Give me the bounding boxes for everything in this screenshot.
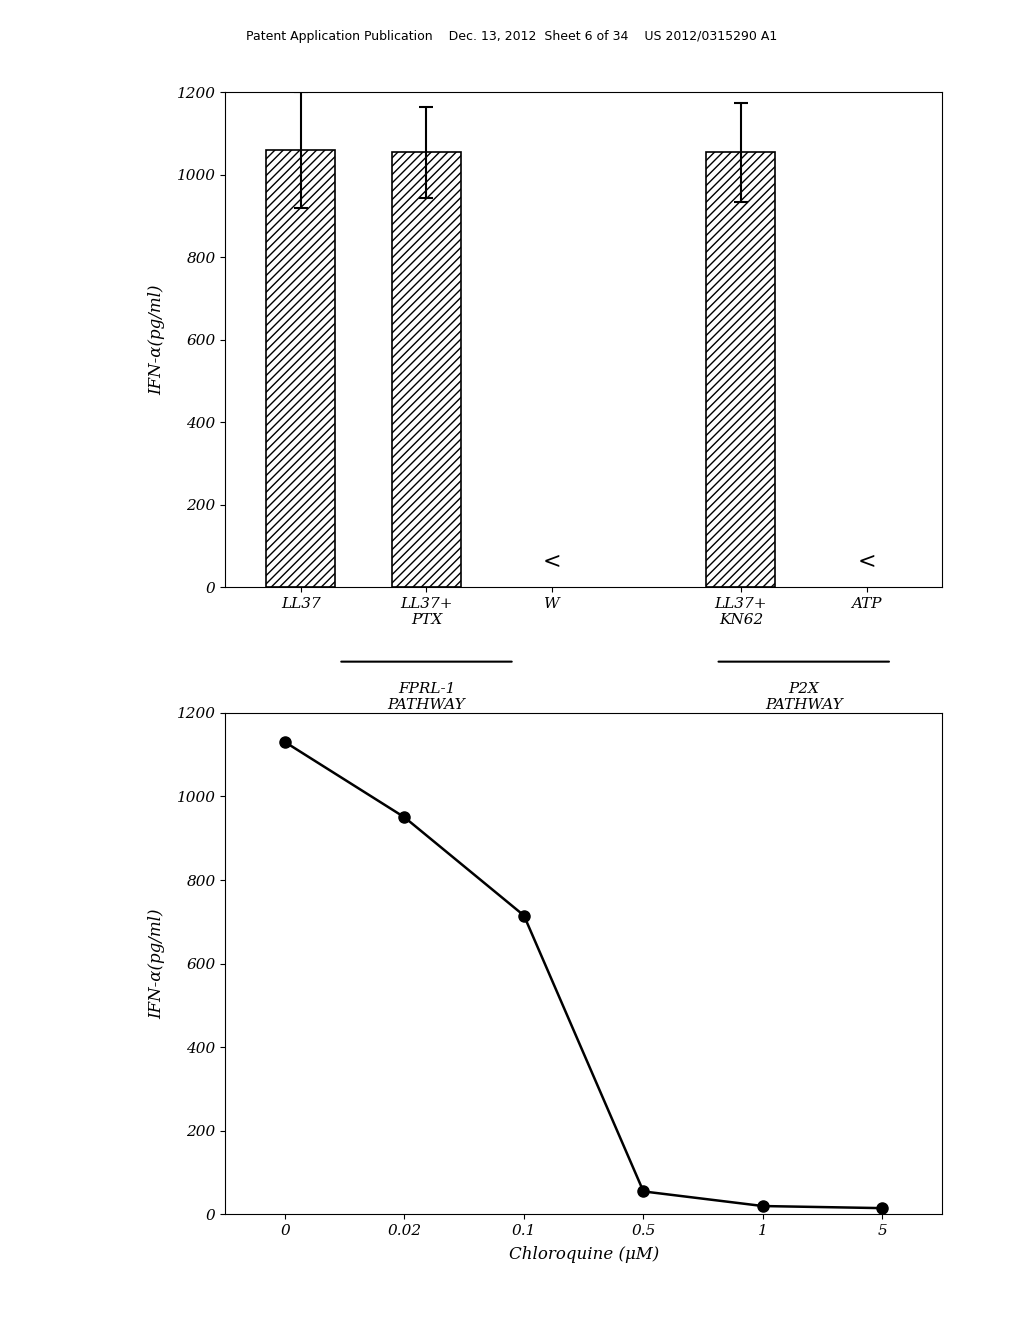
Y-axis label: IFN-α(pg/ml): IFN-α(pg/ml) bbox=[148, 908, 166, 1019]
Text: <: < bbox=[543, 550, 561, 573]
Bar bbox=[392, 152, 461, 587]
X-axis label: Chloroquine (μM): Chloroquine (μM) bbox=[509, 1246, 658, 1263]
Text: P2X
PATHWAY: P2X PATHWAY bbox=[765, 682, 843, 713]
Y-axis label: IFN-α(pg/ml): IFN-α(pg/ml) bbox=[148, 285, 166, 395]
Text: FIG.6A: FIG.6A bbox=[532, 789, 623, 813]
Text: Patent Application Publication    Dec. 13, 2012  Sheet 6 of 34    US 2012/031529: Patent Application Publication Dec. 13, … bbox=[247, 30, 777, 44]
Text: FPRL-1
PATHWAY: FPRL-1 PATHWAY bbox=[388, 682, 465, 713]
Bar bbox=[707, 152, 775, 587]
Text: <: < bbox=[857, 550, 876, 573]
Bar bbox=[266, 150, 335, 587]
